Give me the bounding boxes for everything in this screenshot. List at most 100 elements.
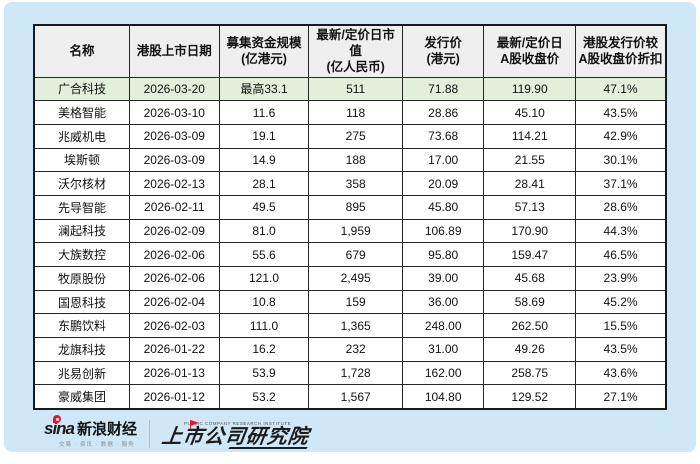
cell-funds-raised: 11.6	[218, 100, 310, 125]
cell-market-cap: 1,567	[308, 384, 403, 410]
cell-name: 兆威机电	[33, 123, 130, 149]
cell-market-cap: 232	[308, 337, 403, 362]
cell-listing-date: 2026-02-04	[128, 289, 220, 315]
hk-listing-table: 名称 港股上市日期 募集资金规模 (亿港元) 最新/定价日市值 (亿人民币) 发…	[33, 24, 667, 410]
cell-listing-date: 2026-03-10	[128, 100, 220, 125]
cell-issue-price: 104.80	[401, 384, 485, 410]
sina-tagline: 交易 · 资讯 · 数据 · 服务	[59, 442, 135, 448]
cell-funds-raised: 16.2	[218, 337, 310, 362]
cell-market-cap: 188	[308, 147, 403, 173]
cell-a-share-close: 58.69	[483, 289, 577, 315]
cell-market-cap: 2,495	[308, 266, 403, 291]
cell-funds-raised: 81.0	[218, 218, 310, 244]
cell-issue-price: 248.00	[401, 313, 485, 339]
sina-eye-icon	[53, 415, 61, 423]
cell-market-cap: 895	[308, 194, 403, 220]
cell-listing-date: 2026-03-20	[128, 76, 220, 102]
cell-name: 广合科技	[33, 76, 130, 102]
cell-discount: 46.5%	[575, 242, 667, 267]
cell-listing-date: 2026-03-09	[128, 123, 220, 149]
cell-discount: 28.6%	[575, 194, 667, 220]
cell-a-share-close: 262.50	[483, 313, 577, 339]
table-row: 牧原股份 2026-02-06 121.0 2,495 39.00 45.68 …	[33, 266, 667, 291]
cell-a-share-close: 28.41	[483, 171, 577, 196]
sina-wordmark: sina	[44, 415, 75, 437]
table-row: 美格智能 2026-03-10 11.6 118 28.86 45.10 43.…	[33, 100, 667, 125]
table-row: 龙旗科技 2026-01-22 16.2 232 31.00 49.26 43.…	[33, 337, 667, 362]
logo-underline	[228, 447, 308, 450]
cell-listing-date: 2026-01-13	[128, 360, 220, 386]
cell-funds-raised: 121.0	[218, 266, 310, 291]
cell-listing-date: 2026-02-06	[128, 266, 220, 291]
cell-issue-price: 45.80	[401, 194, 485, 220]
cell-listing-date: 2026-02-09	[128, 218, 220, 244]
table-row: 豪威集团 2026-01-12 53.2 1,567 104.80 129.52…	[33, 384, 667, 410]
header-issue-price: 发行价 (港元)	[401, 24, 485, 78]
cell-listing-date: 2026-02-13	[128, 171, 220, 196]
sina-finance-label: 新浪财经	[77, 421, 138, 438]
cell-name: 东鹏饮料	[33, 313, 130, 339]
cell-discount: 43.6%	[575, 360, 667, 386]
sina-finance-logo: sina 新浪财经 交易 · 资讯 · 数据 · 服务	[44, 415, 138, 448]
cell-name: 牧原股份	[33, 266, 130, 291]
institute-name-en: PUBLIC COMPANY RESEARCH INSTITUTE	[184, 420, 292, 426]
cell-a-share-close: 57.13	[483, 194, 577, 220]
cell-discount: 15.5%	[575, 313, 667, 339]
cell-market-cap: 159	[308, 289, 403, 315]
cell-funds-raised: 14.9	[218, 147, 310, 173]
cell-name: 兆易创新	[33, 360, 130, 386]
institute-name-cn: 上市公司研究院	[160, 426, 311, 449]
header-name: 名称	[33, 24, 130, 78]
table-row: 国恩科技 2026-02-04 10.8 159 36.00 58.69 45.…	[33, 289, 667, 315]
cell-issue-price: 95.80	[401, 242, 485, 267]
cell-funds-raised: 53.2	[218, 384, 310, 410]
cell-a-share-close: 49.26	[483, 337, 577, 362]
cell-funds-raised: 49.5	[218, 194, 310, 220]
table-row: 兆易创新 2026-01-13 53.9 1,728 162.00 258.75…	[33, 360, 667, 386]
header-discount: 港股发行价较 A股收盘价折扣	[575, 24, 667, 78]
header-funds-raised: 募集资金规模 (亿港元)	[218, 24, 310, 78]
cell-discount: 23.9%	[575, 266, 667, 291]
cell-funds-raised: 53.9	[218, 360, 310, 386]
cell-funds-raised: 10.8	[218, 289, 310, 315]
cell-listing-date: 2026-02-11	[128, 194, 220, 220]
cell-a-share-close: 21.55	[483, 147, 577, 173]
header-a-share-close: 最新/定价日 A股收盘价	[483, 24, 577, 78]
cell-funds-raised: 28.1	[218, 171, 310, 196]
header-market-cap: 最新/定价日市值 (亿人民币)	[308, 24, 403, 78]
cell-market-cap: 1,728	[308, 360, 403, 386]
cell-issue-price: 71.88	[401, 76, 485, 102]
cell-issue-price: 162.00	[401, 360, 485, 386]
cell-listing-date: 2026-01-22	[128, 337, 220, 362]
table-row: 埃斯顿 2026-03-09 14.9 188 17.00 21.55 30.1…	[33, 147, 667, 173]
cell-market-cap: 275	[308, 123, 403, 149]
footer-logos: sina 新浪财经 交易 · 资讯 · 数据 · 服务 PUBLIC COMPA…	[44, 414, 311, 454]
cell-a-share-close: 159.47	[483, 242, 577, 267]
cell-discount: 47.1%	[575, 76, 667, 102]
cell-market-cap: 118	[308, 100, 403, 125]
cell-name: 美格智能	[33, 100, 130, 125]
cell-name: 国恩科技	[33, 289, 130, 315]
cell-market-cap: 1,959	[308, 218, 403, 244]
cell-a-share-close: 258.75	[483, 360, 577, 386]
table-row: 大族数控 2026-02-06 55.6 679 95.80 159.47 46…	[33, 242, 667, 267]
cell-issue-price: 106.89	[401, 218, 485, 244]
cell-name: 澜起科技	[33, 218, 130, 244]
cell-issue-price: 28.86	[401, 100, 485, 125]
cell-listing-date: 2026-01-12	[128, 384, 220, 410]
cell-a-share-close: 45.10	[483, 100, 577, 125]
table-header-row: 名称 港股上市日期 募集资金规模 (亿港元) 最新/定价日市值 (亿人民币) 发…	[33, 24, 667, 78]
cell-a-share-close: 129.52	[483, 384, 577, 410]
cell-name: 大族数控	[33, 242, 130, 267]
cell-a-share-close: 45.68	[483, 266, 577, 291]
cell-discount: 45.2%	[575, 289, 667, 315]
cell-discount: 44.3%	[575, 218, 667, 244]
cell-a-share-close: 170.90	[483, 218, 577, 244]
cell-name: 龙旗科技	[33, 337, 130, 362]
cell-funds-raised: 55.6	[218, 242, 310, 267]
cell-discount: 30.1%	[575, 147, 667, 173]
table-row: 东鹏饮料 2026-02-03 111.0 1,365 248.00 262.5…	[33, 313, 667, 339]
cell-name: 先导智能	[33, 194, 130, 220]
cell-funds-raised: 111.0	[218, 313, 310, 339]
logo-divider	[149, 420, 151, 448]
